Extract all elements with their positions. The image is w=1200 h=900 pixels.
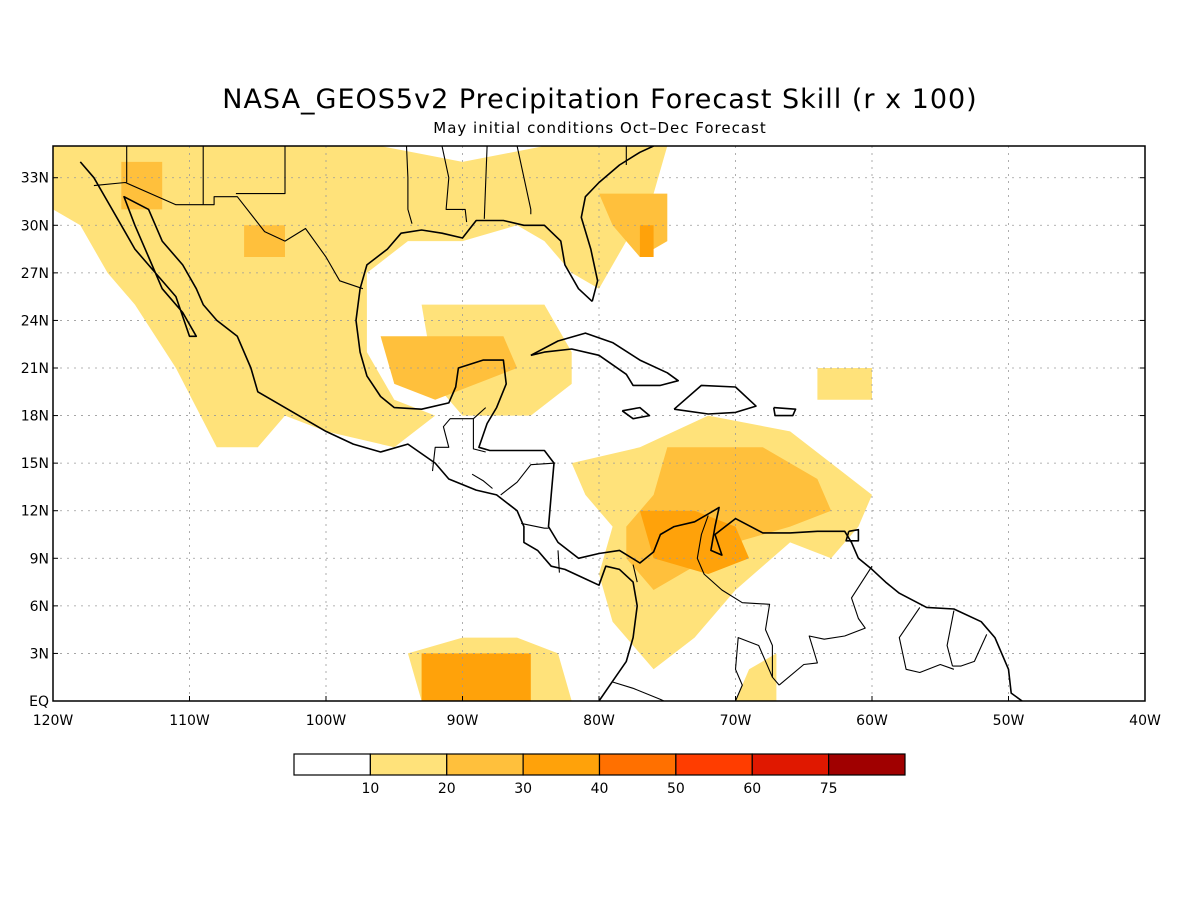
country-border bbox=[235, 146, 286, 195]
skill-shading bbox=[53, 146, 872, 701]
lat-tick-label: 3N bbox=[30, 646, 49, 662]
lat-lon-grid bbox=[53, 146, 1145, 701]
colorbar-swatch bbox=[675, 753, 753, 776]
colorbar-label: 60 bbox=[743, 781, 761, 797]
skill-region-level-1 bbox=[53, 146, 668, 448]
axis-ticks: 120W 110W 100W 90W 80W 70W 60W 50W 40W EQ 3N 6N 9N 12… bbox=[21, 171, 1161, 729]
country-border bbox=[612, 681, 666, 701]
colorbar-label: 20 bbox=[438, 781, 456, 797]
plot-subtitle: May initial conditions Oct–Dec Forecast bbox=[433, 119, 767, 137]
lon-tick-label: 80W bbox=[583, 713, 615, 729]
country-border bbox=[734, 637, 773, 701]
country-border bbox=[952, 634, 988, 667]
lat-tick-label: 15N bbox=[21, 456, 49, 472]
lon-tick-label: 90W bbox=[447, 713, 479, 729]
lon-tick-label: 40W bbox=[1129, 713, 1161, 729]
lat-tick-label: 18N bbox=[21, 409, 49, 425]
coastlines bbox=[79, 146, 1023, 701]
country-border bbox=[483, 146, 488, 219]
lat-tick-label: 33N bbox=[21, 171, 49, 187]
skill-region-level-2 bbox=[380, 336, 518, 400]
lon-tick-label: 120W bbox=[33, 713, 74, 729]
lat-tick-label: 27N bbox=[21, 266, 49, 282]
country-border bbox=[472, 418, 486, 453]
skill-region-level-2 bbox=[121, 161, 163, 210]
country-border bbox=[516, 146, 532, 215]
coastline bbox=[530, 332, 680, 387]
skill-region-level-2 bbox=[244, 225, 285, 257]
country-border bbox=[93, 181, 364, 290]
country-border bbox=[500, 462, 556, 496]
country-border bbox=[431, 407, 487, 472]
colorbar-swatch bbox=[828, 753, 906, 776]
colorbar-label: 40 bbox=[591, 781, 609, 797]
country-border bbox=[405, 146, 413, 224]
coastline bbox=[845, 528, 860, 542]
lat-tick-label: 30N bbox=[21, 218, 49, 234]
country-border bbox=[946, 610, 955, 667]
colorbar-label: 75 bbox=[820, 781, 838, 797]
colorbar-swatch bbox=[369, 753, 448, 776]
coastline bbox=[580, 146, 654, 302]
country-border bbox=[471, 473, 493, 489]
coastline bbox=[673, 384, 757, 415]
colorbar-label: 10 bbox=[361, 781, 379, 797]
political-borders bbox=[93, 146, 988, 701]
colorbar-label: 50 bbox=[667, 781, 685, 797]
lon-tick-label: 110W bbox=[169, 713, 210, 729]
country-border bbox=[696, 515, 780, 686]
colorbar-swatch bbox=[522, 753, 601, 776]
lat-tick-label: 21N bbox=[21, 361, 49, 377]
colorbar-swatch bbox=[293, 753, 371, 776]
lat-tick-label: EQ bbox=[29, 694, 49, 710]
lat-tick-label: 24N bbox=[21, 313, 49, 329]
lon-tick-label: 70W bbox=[720, 713, 752, 729]
skill-region-level-1 bbox=[735, 653, 777, 701]
country-border bbox=[778, 565, 873, 686]
country-border bbox=[441, 146, 468, 223]
colorbar-swatch bbox=[598, 753, 677, 776]
lat-tick-label: 12N bbox=[21, 504, 49, 520]
country-border bbox=[521, 522, 549, 529]
lon-tick-label: 50W bbox=[993, 713, 1025, 729]
colorbar-swatch bbox=[446, 753, 524, 776]
country-border bbox=[632, 564, 638, 583]
country-border bbox=[898, 607, 955, 674]
coastline bbox=[772, 406, 797, 417]
country-border bbox=[557, 550, 560, 573]
colorbar-swatch bbox=[751, 753, 830, 776]
skill-region-level-1 bbox=[817, 368, 872, 400]
colorbar: 10 20 30 40 50 60 75 bbox=[293, 753, 906, 797]
lon-tick-label: 60W bbox=[856, 713, 888, 729]
skill-region-level-3 bbox=[639, 510, 750, 575]
coastline bbox=[621, 406, 651, 420]
skill-region-level-3 bbox=[639, 225, 654, 257]
lon-tick-label: 100W bbox=[306, 713, 347, 729]
lat-tick-label: 6N bbox=[30, 599, 49, 615]
colorbar-label: 30 bbox=[514, 781, 532, 797]
coastline bbox=[79, 161, 639, 701]
skill-region-level-3 bbox=[421, 653, 531, 701]
plot-title: NASA_GEOS5v2 Precipitation Forecast Skil… bbox=[222, 84, 978, 115]
lat-tick-label: 9N bbox=[30, 551, 49, 567]
